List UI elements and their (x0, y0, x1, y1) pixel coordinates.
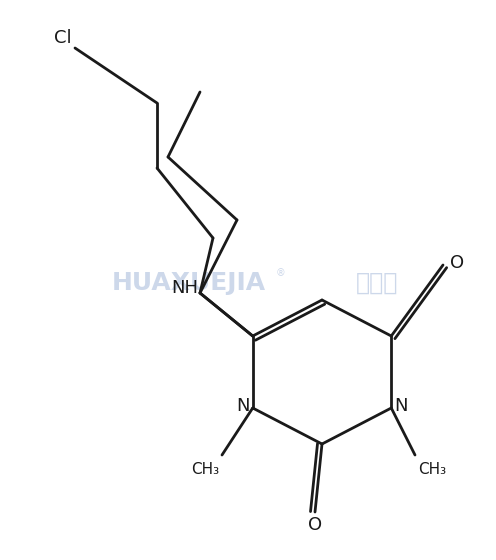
Text: O: O (308, 516, 322, 534)
Text: CH₃: CH₃ (418, 461, 446, 477)
Text: NH: NH (172, 279, 198, 297)
Text: Cl: Cl (54, 29, 72, 47)
Text: N: N (236, 397, 249, 415)
Text: 化学加: 化学加 (356, 271, 398, 295)
Text: N: N (394, 397, 408, 415)
Text: ®: ® (275, 268, 285, 278)
Text: HUAXUEJIA: HUAXUEJIA (112, 271, 265, 295)
Text: CH₃: CH₃ (191, 461, 219, 477)
Text: O: O (450, 254, 464, 272)
